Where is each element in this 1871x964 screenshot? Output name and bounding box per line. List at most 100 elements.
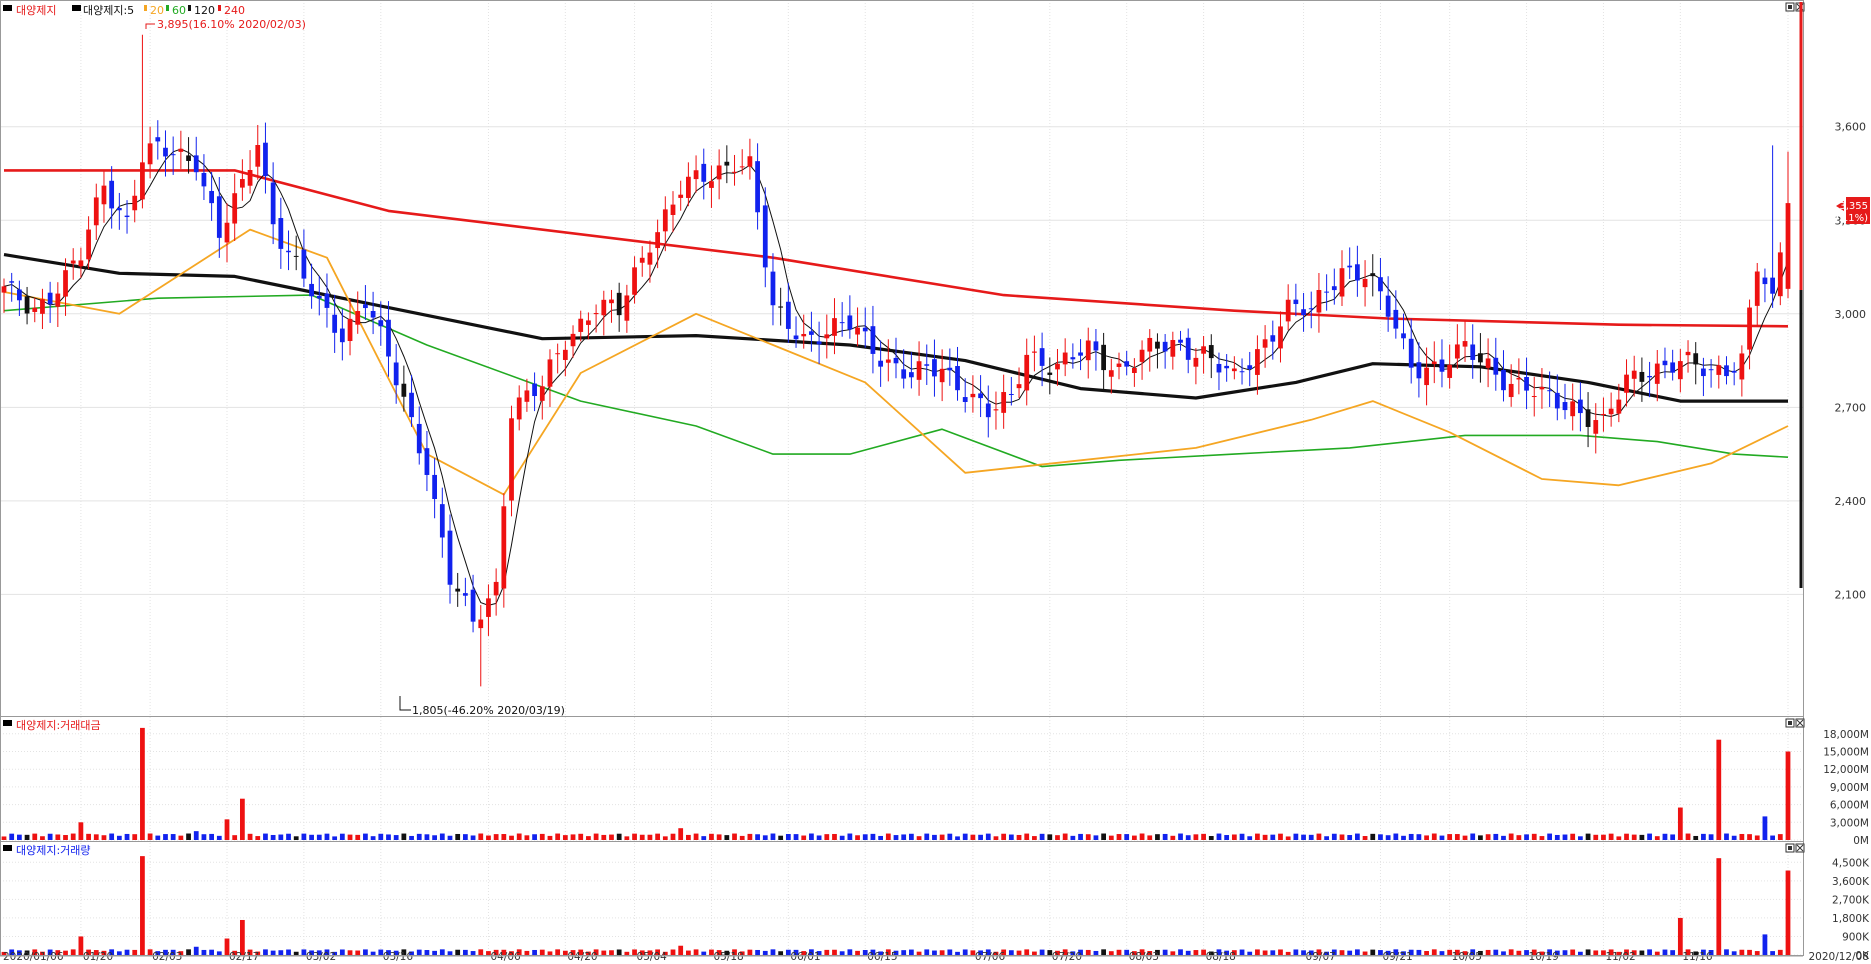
candle-body[interactable] bbox=[1585, 409, 1591, 427]
candle-body[interactable] bbox=[1531, 396, 1537, 398]
candle-body[interactable] bbox=[455, 588, 461, 592]
candle-body[interactable] bbox=[1270, 335, 1276, 342]
candle-body[interactable] bbox=[316, 295, 322, 299]
candle-body[interactable] bbox=[939, 368, 945, 383]
candle-body[interactable] bbox=[785, 301, 791, 329]
candle-body[interactable] bbox=[1447, 364, 1453, 378]
candle-body[interactable] bbox=[932, 359, 937, 377]
candle-body[interactable] bbox=[1454, 344, 1460, 359]
candle-body[interactable] bbox=[1747, 307, 1752, 350]
candle-body[interactable] bbox=[1424, 367, 1429, 386]
candle-body[interactable] bbox=[978, 393, 983, 399]
candle-body[interactable] bbox=[1247, 365, 1253, 369]
candle-body[interactable] bbox=[532, 383, 537, 397]
candle-body[interactable] bbox=[601, 299, 607, 316]
candle-body[interactable] bbox=[1047, 372, 1053, 375]
candle-body[interactable] bbox=[1701, 368, 1706, 377]
candle-body[interactable] bbox=[370, 310, 376, 318]
candle-body[interactable] bbox=[1624, 374, 1629, 393]
candle-body[interactable] bbox=[1462, 341, 1468, 347]
candle-body[interactable] bbox=[1362, 278, 1368, 288]
candle-body[interactable] bbox=[1785, 203, 1791, 289]
candle-body[interactable] bbox=[93, 197, 99, 226]
candle-body[interactable] bbox=[701, 163, 707, 182]
candle-body[interactable] bbox=[1416, 362, 1422, 379]
candle-body[interactable] bbox=[155, 137, 161, 142]
candle-body[interactable] bbox=[1639, 371, 1645, 382]
candle-body[interactable] bbox=[1693, 353, 1699, 365]
candle-body[interactable] bbox=[755, 161, 760, 213]
candle-body[interactable] bbox=[616, 292, 622, 316]
candle-body[interactable] bbox=[1708, 369, 1714, 371]
candle-body[interactable] bbox=[632, 267, 637, 295]
candle-body[interactable] bbox=[855, 327, 860, 335]
candle-body[interactable] bbox=[439, 504, 445, 538]
candle-body[interactable] bbox=[670, 204, 676, 215]
candle-body[interactable] bbox=[1439, 359, 1445, 372]
candle-body[interactable] bbox=[278, 218, 284, 249]
candle-body[interactable] bbox=[1155, 341, 1160, 349]
candle-body[interactable] bbox=[1493, 357, 1499, 375]
candle-body[interactable] bbox=[1631, 370, 1637, 379]
candle-body[interactable] bbox=[1178, 339, 1183, 343]
candle-body[interactable] bbox=[1139, 349, 1145, 362]
candle-body[interactable] bbox=[655, 232, 661, 249]
candle-body[interactable] bbox=[1762, 277, 1768, 285]
candle-body[interactable] bbox=[870, 326, 876, 354]
candle-body[interactable] bbox=[309, 283, 314, 297]
candle-body[interactable] bbox=[324, 293, 330, 308]
candle-body[interactable] bbox=[593, 313, 599, 315]
candle-body[interactable] bbox=[86, 229, 91, 260]
candle-body[interactable] bbox=[1170, 340, 1176, 357]
candle-body[interactable] bbox=[1185, 337, 1191, 360]
candle-body[interactable] bbox=[1116, 363, 1122, 367]
candle-body[interactable] bbox=[1324, 291, 1330, 293]
candle-body[interactable] bbox=[624, 295, 630, 321]
candle-body[interactable] bbox=[147, 143, 153, 165]
candle-body[interactable] bbox=[501, 506, 507, 589]
candle-body[interactable] bbox=[1032, 351, 1037, 353]
candle-body[interactable] bbox=[1716, 365, 1722, 375]
candle-body[interactable] bbox=[793, 335, 799, 340]
candle-body[interactable] bbox=[140, 162, 145, 200]
candle-body[interactable] bbox=[70, 260, 76, 264]
candle-body[interactable] bbox=[247, 169, 253, 186]
candle-body[interactable] bbox=[1470, 344, 1476, 360]
candle-body[interactable] bbox=[732, 171, 737, 173]
candle-body[interactable] bbox=[286, 250, 291, 253]
candle-body[interactable] bbox=[1547, 390, 1553, 392]
candle-body[interactable] bbox=[1078, 352, 1083, 356]
candle-body[interactable] bbox=[1524, 377, 1529, 391]
candle-body[interactable] bbox=[1516, 377, 1522, 380]
candle-body[interactable] bbox=[716, 165, 722, 180]
candle-body[interactable] bbox=[178, 148, 184, 152]
candle-body[interactable] bbox=[78, 260, 84, 267]
candle-body[interactable] bbox=[201, 172, 207, 187]
candle-body[interactable] bbox=[1308, 308, 1314, 310]
candle-body[interactable] bbox=[893, 357, 899, 364]
candle-body[interactable] bbox=[470, 589, 476, 622]
candle-body[interactable] bbox=[1508, 383, 1514, 398]
candle-body[interactable] bbox=[916, 361, 922, 380]
candle-body[interactable] bbox=[885, 359, 891, 363]
candle-body[interactable] bbox=[16, 289, 22, 301]
candle-body[interactable] bbox=[393, 362, 399, 386]
volume-panel-restore-button[interactable] bbox=[1785, 843, 1795, 853]
candle-body[interactable] bbox=[378, 320, 384, 327]
candle-body[interactable] bbox=[40, 299, 45, 314]
candle-body[interactable] bbox=[693, 170, 699, 180]
amount-panel-close-button[interactable] bbox=[1795, 718, 1805, 728]
candle-body[interactable] bbox=[1647, 375, 1652, 378]
candle-body[interactable] bbox=[409, 392, 414, 418]
candle-body[interactable] bbox=[209, 190, 215, 204]
candle-body[interactable] bbox=[116, 208, 122, 211]
candle-body[interactable] bbox=[1378, 277, 1383, 292]
candle-body[interactable] bbox=[193, 155, 199, 173]
candle-body[interactable] bbox=[1339, 268, 1345, 297]
candle-body[interactable] bbox=[63, 270, 68, 297]
candle-body[interactable] bbox=[1370, 273, 1376, 277]
candle-body[interactable] bbox=[478, 619, 484, 629]
candle-body[interactable] bbox=[1539, 386, 1545, 390]
candle-body[interactable] bbox=[1101, 344, 1107, 371]
